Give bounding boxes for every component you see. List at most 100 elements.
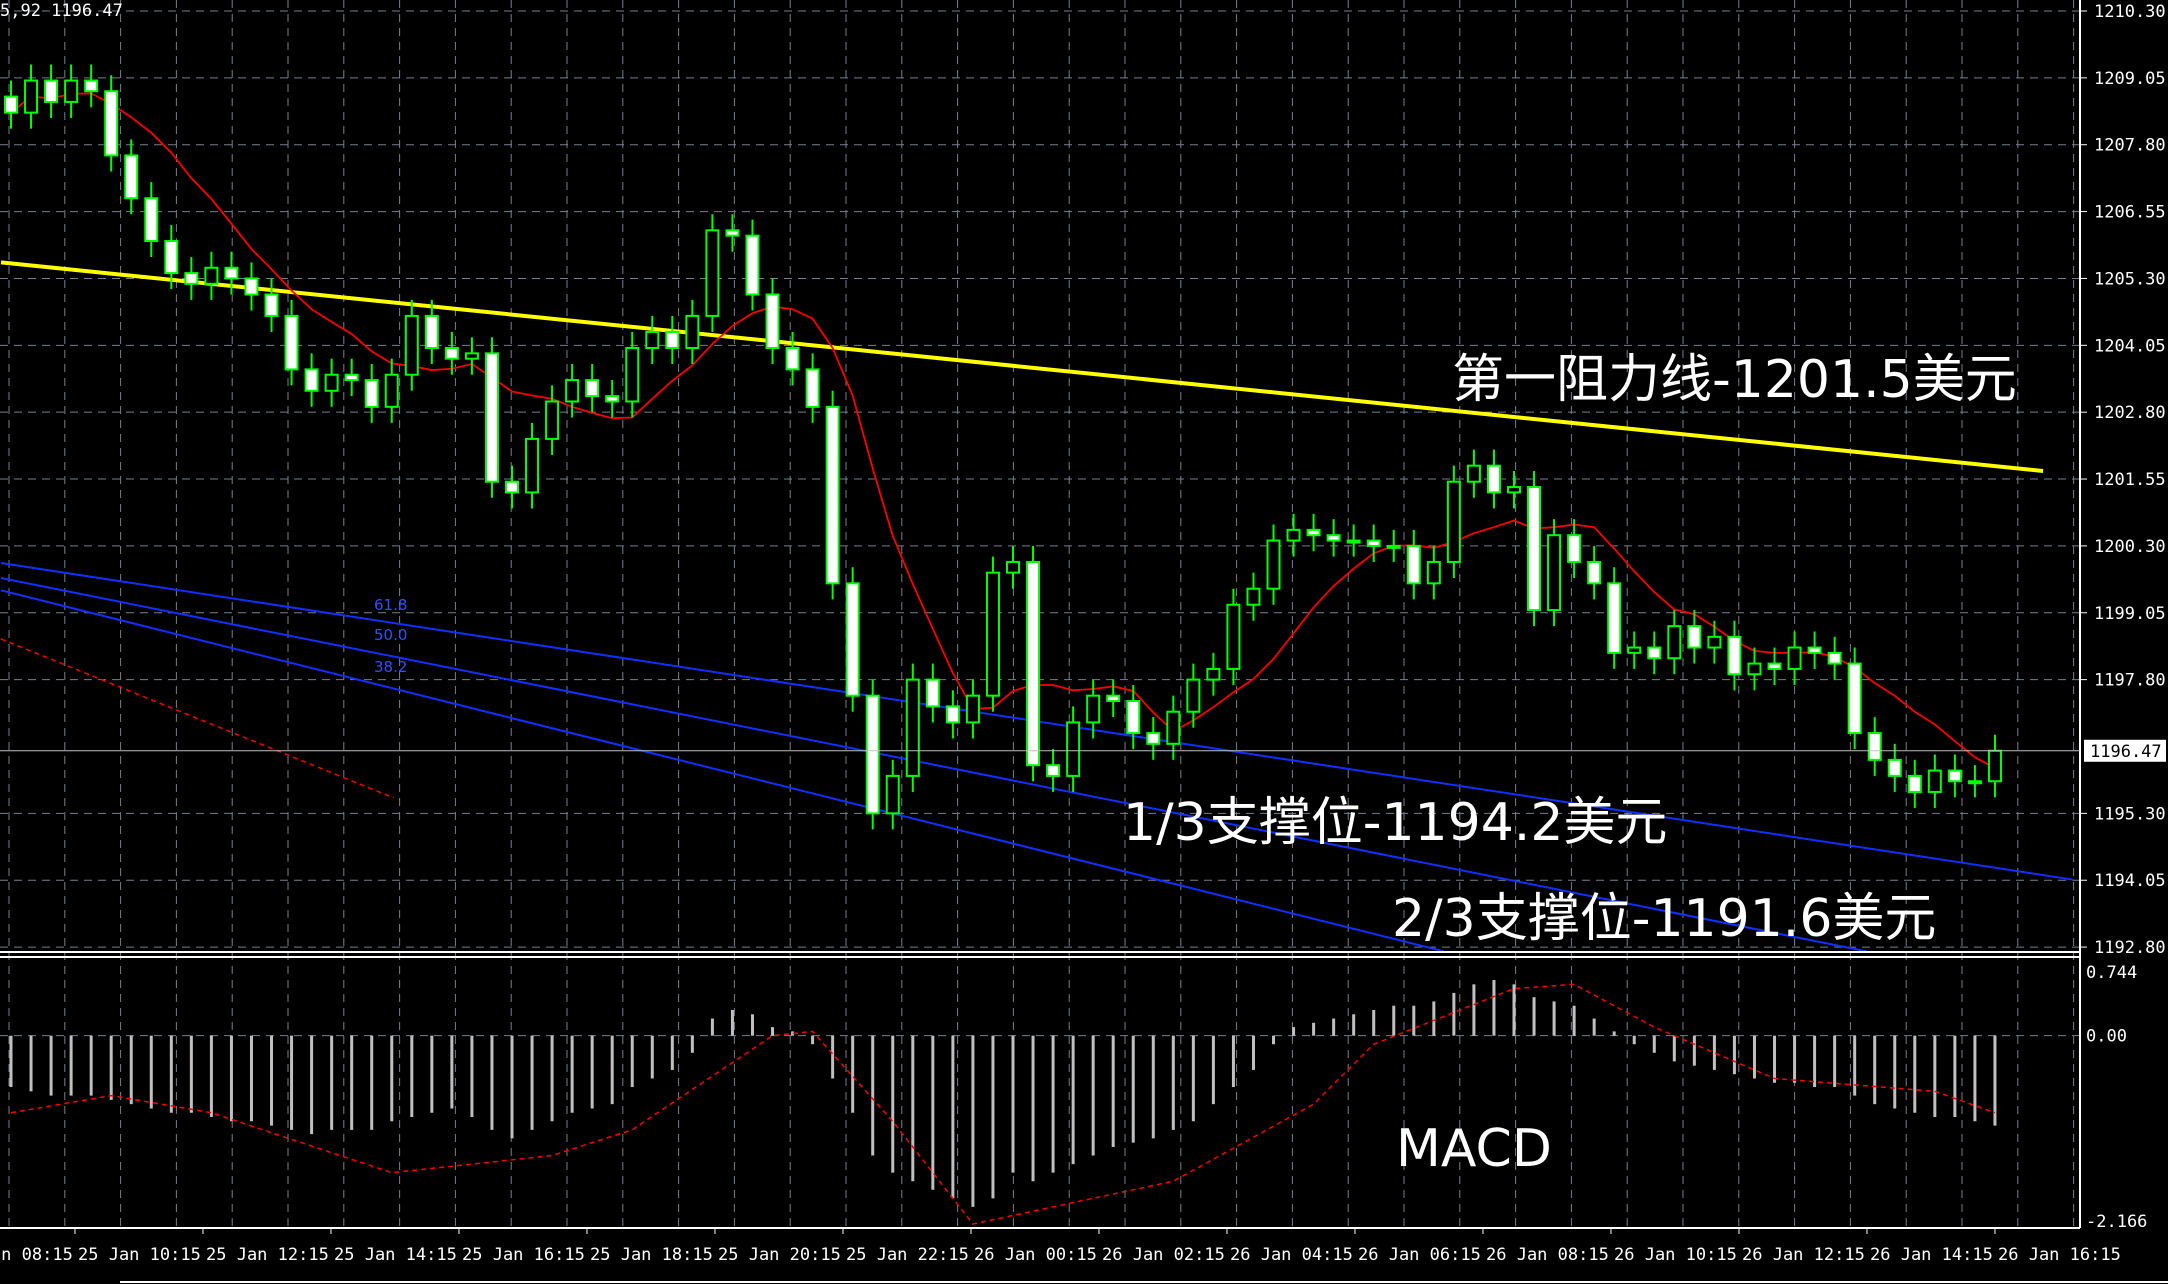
candle (1907, 759, 1922, 809)
candle-body (865, 694, 880, 815)
candle (1366, 524, 1381, 562)
candle (965, 679, 980, 739)
price-tick-label: 1201.55 (2094, 470, 2166, 490)
candle-body (1627, 646, 1642, 654)
candle-body (1667, 625, 1682, 660)
candle (24, 64, 39, 129)
candle-body (464, 352, 479, 360)
candle (1146, 717, 1161, 760)
candle (505, 465, 519, 509)
time-tick-label: 26 Jan 08:15 (1486, 1245, 1609, 1265)
candles (4, 64, 2002, 830)
time-tick-label: 26 Jan 04:15 (1230, 1245, 1353, 1265)
candle-body (1166, 710, 1181, 745)
candle-body (1787, 646, 1802, 670)
candle (324, 358, 339, 407)
candle-body (845, 582, 860, 697)
candle-body (1747, 662, 1762, 676)
macd-panel (9, 980, 1997, 1225)
candle-body (665, 330, 680, 349)
candle (605, 380, 620, 418)
support-2-3-annotation: 2/3支撑位-1191.6美元 (1392, 889, 1936, 949)
time-tick-label: 25 Jan 20:15 (718, 1245, 841, 1265)
support-1-3-annotation: 1/3支撑位-1194.2美元 (1123, 793, 1667, 853)
candle-body (565, 379, 580, 403)
candle (785, 331, 800, 386)
candle-body (1987, 749, 2002, 783)
candle-body (1647, 646, 1662, 660)
candle-body (1547, 534, 1562, 612)
candle-body (1907, 774, 1922, 793)
candle-body (1847, 662, 1862, 735)
candle (645, 315, 660, 365)
candle-body (905, 678, 920, 777)
candle-body (685, 314, 700, 349)
candle-body (505, 480, 519, 494)
candle-body (1507, 486, 1521, 494)
candle (1346, 524, 1361, 557)
candle (1026, 545, 1041, 782)
candle (344, 358, 359, 397)
candle (1727, 620, 1742, 691)
candle (1166, 695, 1181, 760)
time-tick-label: 25 Jan 18:15 (590, 1245, 713, 1265)
candle (384, 358, 399, 423)
candle-body (1386, 544, 1401, 549)
channel-line-2 (0, 577, 1867, 953)
candle-body (1486, 464, 1501, 494)
candle (1747, 647, 1762, 691)
candle-body (1727, 635, 1742, 676)
candle (284, 299, 299, 386)
candle (1687, 610, 1702, 664)
candle-body (1827, 651, 1842, 665)
candle (1587, 545, 1602, 600)
candle-body (224, 266, 239, 280)
time-tick-label: 26 Jan 12:15 (1742, 1245, 1865, 1265)
candle-body (264, 293, 279, 317)
candle-body (364, 379, 379, 408)
candle-body (765, 293, 780, 349)
candle (1386, 529, 1401, 562)
candle-body (424, 314, 439, 349)
candle (1827, 636, 1842, 680)
candle (885, 759, 900, 830)
candle-body (925, 678, 940, 708)
time-tick-label: 26 Jan 02:15 (1102, 1245, 1225, 1265)
candle (565, 364, 580, 418)
candle-body (1406, 544, 1421, 585)
candle-body (184, 272, 199, 285)
resistance-line (0, 260, 2044, 474)
candle-body (384, 373, 399, 408)
candle (144, 182, 159, 258)
price-tick-label: 1210.30 (2094, 2, 2166, 22)
candle-body (525, 437, 540, 494)
candle (1967, 765, 1982, 798)
candle (925, 663, 940, 723)
candle-body (404, 314, 419, 376)
macd-signal-line (10, 983, 1996, 1225)
candle-body (284, 314, 299, 371)
candle-body (1687, 625, 1702, 649)
candle-body (1086, 694, 1101, 724)
candle-body (1146, 732, 1161, 745)
candle (1707, 620, 1722, 664)
price-tick-label: 1200.30 (2094, 537, 2166, 557)
candle-body (605, 395, 620, 403)
candle (264, 278, 279, 332)
candle-body (625, 346, 640, 403)
current-price-box (2084, 739, 2166, 762)
candle (1286, 513, 1301, 557)
time-tick-label: 25 Jan 22:15 (846, 1245, 969, 1265)
fib-label-61-8: 61.8 (374, 596, 407, 614)
candle-body (805, 368, 820, 408)
candle (865, 679, 880, 830)
candle-body (484, 352, 499, 483)
candle (525, 422, 540, 509)
candle-body (1927, 769, 1942, 793)
candle-body (1266, 539, 1281, 590)
candle (1246, 572, 1261, 621)
candle (1266, 524, 1281, 605)
time-tick-label: 26 Jan 00:15 (974, 1245, 1097, 1265)
candle (1507, 471, 1521, 509)
